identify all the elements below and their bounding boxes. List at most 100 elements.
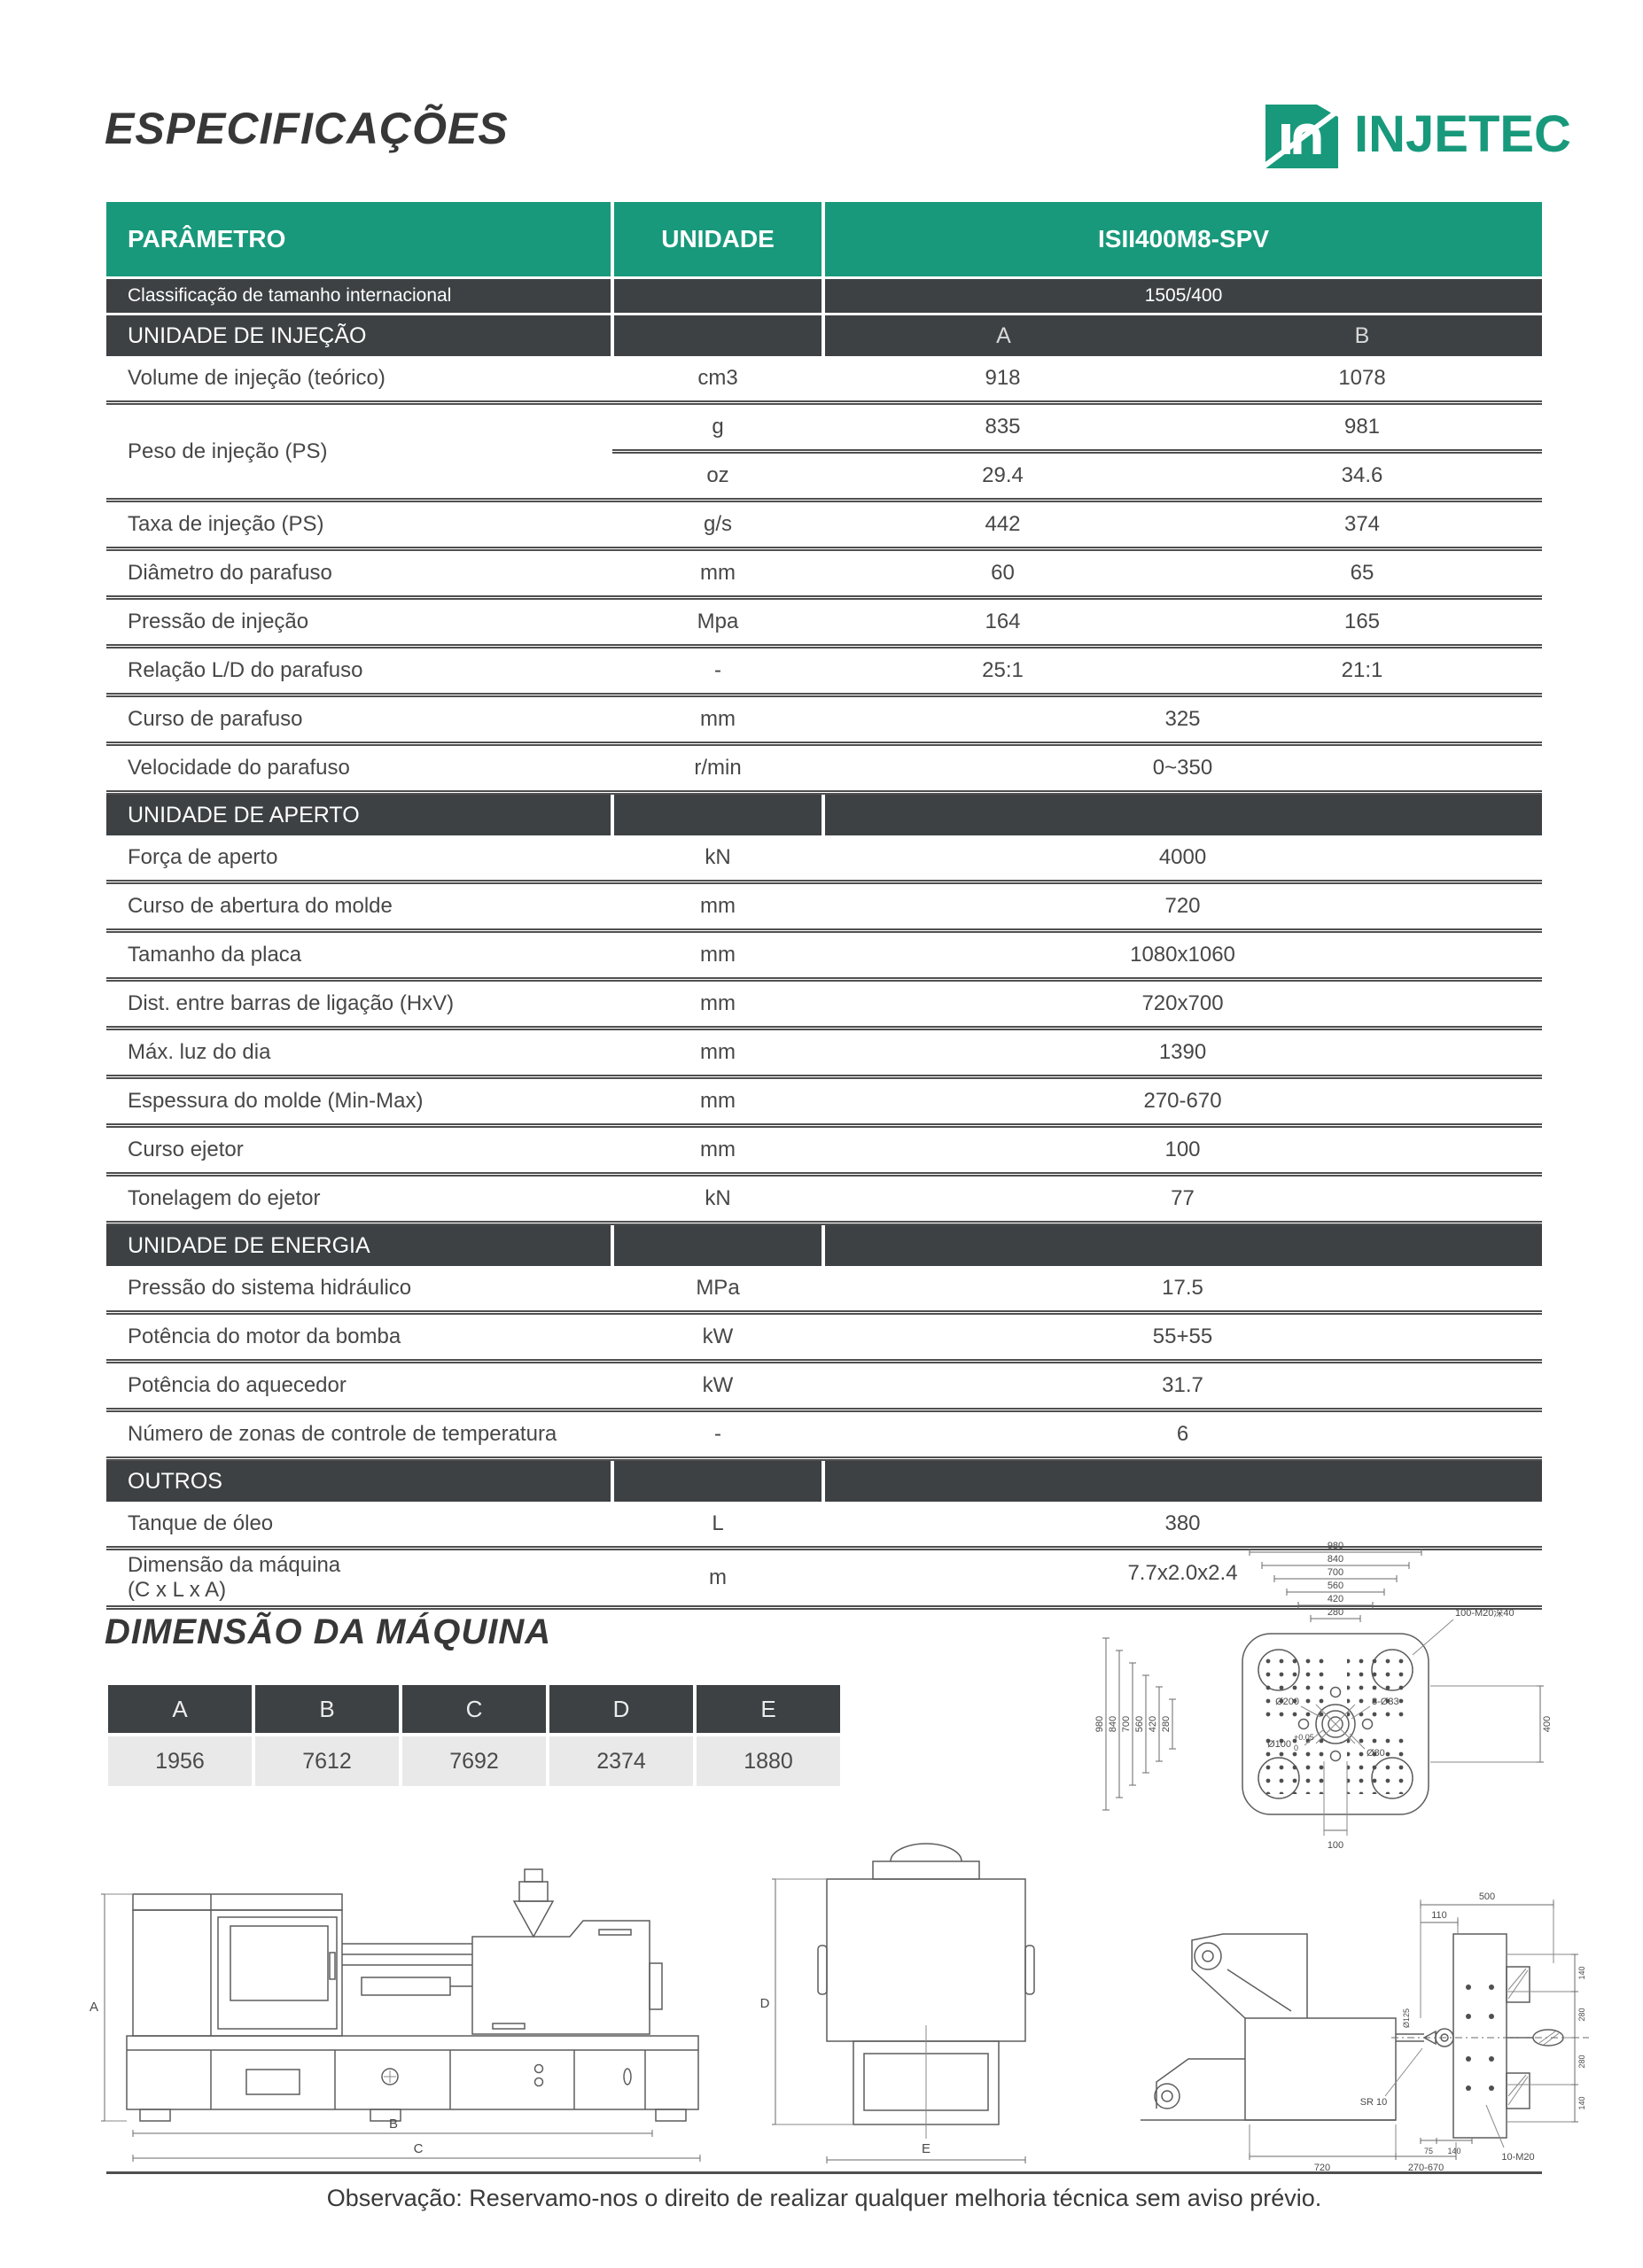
platen-d100-label: Ø100 (1267, 1739, 1291, 1750)
unit-cell: g (612, 402, 823, 454)
value-b-cell: 165 (1182, 597, 1543, 649)
table-row: oz 29.4 34.6 (106, 451, 1543, 502)
value-cell: 31.7 (823, 1361, 1543, 1412)
clamp-dim-140c: 140 (1447, 2147, 1460, 2155)
table-row: Taxa de injeção (PS) g/s 442 374 (106, 500, 1543, 551)
param-line-1: Dimensão da máquina (128, 1553, 341, 1577)
param-cell: Curso de abertura do molde (106, 882, 612, 933)
clamp-dim-75: 75 (1424, 2147, 1433, 2155)
param-cell: Potência do aquecedor (106, 1361, 612, 1412)
section-row: UNIDADE DE INJEÇÃO A B (106, 314, 1543, 356)
empty-cell (611, 277, 823, 315)
table-row: Curso de abertura do molde mm 720 (106, 882, 1543, 933)
table-row: Peso de injeção (PS) g 835 981 (106, 402, 1543, 502)
unit-cell: r/min (612, 743, 823, 795)
unit-cell: mm (612, 882, 823, 933)
value-cell: 720x700 (823, 979, 1543, 1030)
dim-val-b: 7612 (255, 1736, 399, 1786)
classification-row: Classificação de tamanho internacional 1… (106, 277, 1543, 315)
clamp-dim-140-bot: 140 (1577, 2096, 1586, 2109)
clamp-dim-720: 720 (1314, 2163, 1330, 2173)
value-b-cell: 65 (1182, 548, 1543, 600)
dimension-value-row: 1956 7612 7692 2374 1880 (108, 1736, 840, 1786)
value-cell: 6 (823, 1410, 1543, 1461)
param-cell: Dimensão da máquina (C x L x A) (106, 1548, 612, 1610)
table-row: Potência do motor da bomba kW 55+55 (106, 1312, 1543, 1363)
section-label-cell: UNIDADE DE ENERGIA (106, 1223, 612, 1266)
clamp-dim-140-top: 140 (1577, 1966, 1586, 1979)
injetec-logo-wordmark: INJETEC (1354, 105, 1571, 163)
platen-d100-tol-lo: 0 (1294, 1744, 1298, 1752)
value-b-cell: 1078 (1182, 356, 1543, 405)
value-cell: 7.7x2.0x2.4 (823, 1548, 1543, 1610)
empty-cell (821, 1458, 1543, 1502)
dim-col-b: B (255, 1685, 399, 1733)
param-cell: Potência do motor da bomba (106, 1312, 612, 1363)
value-cell: 1505/400 (821, 277, 1543, 315)
empty-cell (611, 792, 823, 835)
unit-cell: mm (612, 695, 823, 746)
table-row: Máx. luz do dia mm 1390 (106, 1028, 1543, 1079)
side-dim-b: B (389, 2117, 398, 2132)
platen-horizontal-dimensions: 980 840 700 560 420 280 (1249, 1541, 1422, 1622)
param-cell: Força de aperto (106, 835, 612, 884)
value-a-cell: 164 (823, 597, 1182, 649)
param-cell: Velocidade do parafuso (106, 743, 612, 795)
value-b-cell: 21:1 (1182, 646, 1543, 697)
value-cell: 380 (823, 1502, 1543, 1550)
dimension-table: A B C D E 1956 7612 7692 2374 1880 (105, 1682, 844, 1790)
dim-col-a: A (108, 1685, 252, 1733)
table-row: Potência do aquecedor kW 31.7 (106, 1361, 1543, 1412)
unit-cell: g/s (612, 500, 823, 551)
table-row: Pressão do sistema hidráulico MPa 17.5 (106, 1266, 1543, 1315)
dim-val-c: 7692 (402, 1736, 546, 1786)
param-cell: Relação L/D do parafuso (106, 646, 612, 697)
table-row: Curso ejetor mm 100 (106, 1125, 1543, 1177)
platen-dim-100: 100 (1328, 1840, 1343, 1851)
value-a-cell: 29.4 (823, 451, 1182, 502)
svg-text:700: 700 (1328, 1567, 1343, 1578)
svg-text:560: 560 (1328, 1581, 1343, 1591)
unit-cell: mm (612, 930, 823, 982)
col-header-unit: UNIDADE (611, 202, 823, 278)
svg-text:280: 280 (1161, 1716, 1172, 1732)
value-cell: 77 (823, 1174, 1543, 1225)
platen-d80-label: Ø80 (1367, 1748, 1385, 1759)
clamp-dim-280-bot: 280 (1577, 2054, 1586, 2068)
empty-cell (611, 314, 823, 356)
unit-cell: kW (612, 1312, 823, 1363)
param-cell: Dist. entre barras de ligação (HxV) (106, 979, 612, 1030)
value-b-cell: 981 (1182, 402, 1543, 454)
table-row: Tamanho da placa mm 1080x1060 (106, 930, 1543, 982)
machine-side-view-drawing: A B C (78, 1813, 747, 2179)
unit-cell: kW (612, 1361, 823, 1412)
value-cell: 4000 (823, 835, 1543, 884)
clamp-dim-500: 500 (1479, 1891, 1495, 1902)
unit-cell: - (612, 646, 823, 697)
svg-text:420: 420 (1148, 1716, 1158, 1732)
param-cell: Tonelagem do ejetor (106, 1174, 612, 1225)
value-cell: 325 (823, 695, 1543, 746)
section-row: UNIDADE DE ENERGIA (106, 1223, 1543, 1266)
param-cell: Curso de parafuso (106, 695, 612, 746)
dim-col-d: D (549, 1685, 693, 1733)
unit-cell: cm3 (612, 356, 823, 405)
clamp-detail-drawing: Ø125 500 110 140 280 280 140 (1103, 1885, 1604, 2184)
section-label-cell: UNIDADE DE INJEÇÃO (106, 314, 612, 356)
platen-d33-label: 8-Ø33 (1372, 1697, 1399, 1707)
front-dim-e: E (922, 2141, 931, 2156)
empty-cell (821, 792, 1543, 835)
clamp-sr10-label: SR 10 (1360, 2097, 1388, 2108)
value-cell: 17.5 (823, 1266, 1543, 1315)
empty-cell (611, 1223, 823, 1266)
value-cell: 1390 (823, 1028, 1543, 1079)
value-cell: 720 (823, 882, 1543, 933)
svg-text:420: 420 (1328, 1594, 1343, 1604)
dim-col-c: C (402, 1685, 546, 1733)
param-line-2: (C x L x A) (128, 1578, 227, 1602)
svg-text:980: 980 (1328, 1541, 1343, 1551)
dimension-header-row: A B C D E (108, 1685, 840, 1733)
table-row: Dimensão da máquina (C x L x A) m 7.7x2.… (106, 1548, 1543, 1610)
table-row: Número de zonas de controle de temperatu… (106, 1410, 1543, 1461)
svg-text:840: 840 (1108, 1716, 1118, 1732)
